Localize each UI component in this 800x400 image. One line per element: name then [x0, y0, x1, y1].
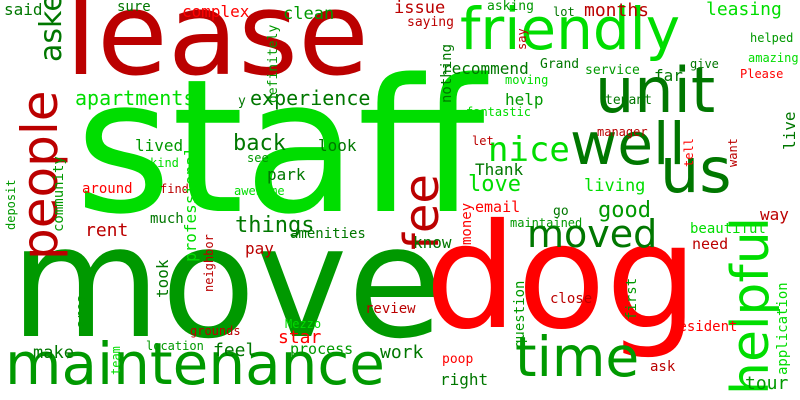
word-tour: tour — [745, 373, 789, 394]
word-fantastic: fantastic — [466, 105, 532, 119]
word-time: time — [515, 325, 640, 389]
word-email: email — [475, 198, 521, 216]
word-tenant: tenant — [605, 93, 652, 108]
word-team: team — [109, 346, 123, 375]
word-question: question — [512, 280, 528, 348]
word-poop: poop — [442, 352, 474, 367]
word-mezzo: Mezzo — [285, 317, 322, 331]
word-application: application — [775, 282, 791, 375]
word-amazing: amazing — [748, 51, 799, 65]
word-months: months — [584, 0, 650, 21]
word-asking: asking — [487, 0, 534, 14]
word-rent: rent — [85, 220, 129, 241]
word-find: find — [160, 182, 189, 196]
word-work: work — [380, 342, 424, 363]
word-dog: dog — [425, 193, 698, 362]
word-much: much — [150, 211, 184, 227]
word-process: process — [290, 340, 354, 358]
word-maintenance: maintenance — [5, 330, 385, 398]
word-back: back — [233, 131, 286, 156]
word-say: say — [515, 28, 529, 50]
word-us: us — [660, 134, 732, 207]
word-please: Please — [740, 67, 784, 81]
word-deposit: deposit — [4, 179, 18, 230]
word-resident: resident — [670, 319, 738, 335]
word-nothing: nothing — [439, 43, 455, 103]
word-area: area — [74, 294, 90, 328]
word-living: living — [584, 176, 646, 196]
word-help: help — [505, 90, 544, 109]
word-service: service — [585, 63, 640, 78]
word-asked: asked — [34, 0, 69, 62]
word-maintained: maintained — [510, 216, 583, 230]
word-want: want — [726, 138, 740, 167]
word-lease: lease — [65, 0, 369, 102]
word-nice: nice — [488, 130, 570, 170]
word-saying: saying — [407, 15, 454, 30]
word-park: park — [267, 165, 306, 184]
word-give: give — [690, 57, 719, 71]
word-move: move — [10, 192, 443, 373]
word-definitely: definitely — [266, 24, 281, 103]
word-ask: ask — [650, 359, 676, 375]
word-community: community — [51, 156, 67, 232]
word-grand: Grand — [540, 57, 580, 72]
word-amenities: amenities — [290, 226, 366, 242]
word-clean: clean — [283, 4, 335, 24]
word-pay: pay — [245, 239, 274, 258]
word-make: make — [33, 343, 74, 363]
word-took: took — [153, 259, 172, 298]
word-apartments: apartments — [75, 86, 196, 110]
word-let: let — [472, 134, 494, 148]
word-grounds: grounds — [190, 324, 241, 338]
word-friendly: friendly — [460, 0, 681, 63]
word-said: said — [4, 0, 43, 19]
word-star: star — [278, 327, 322, 348]
word-sure: sure — [117, 0, 151, 15]
word-kind: kind — [150, 156, 179, 170]
word-first: first — [624, 277, 640, 320]
word-helpful: helpful — [721, 216, 781, 395]
word-y: y — [238, 94, 246, 109]
word-look: look — [318, 136, 357, 155]
word-feel: feel — [213, 340, 257, 361]
word-neighbor: neighbor — [202, 234, 216, 292]
word-love: love — [468, 172, 521, 197]
word-go: go — [553, 204, 569, 219]
word-lived: lived — [135, 136, 184, 155]
word-location: location — [146, 339, 204, 353]
word-thank: Thank — [475, 160, 524, 179]
word-leasing: leasing — [706, 0, 782, 20]
word-manager: manager — [597, 125, 648, 139]
word-see: see — [247, 151, 269, 165]
word-around: around — [82, 181, 133, 197]
word-right: right — [440, 370, 489, 389]
word-need: need — [692, 235, 729, 253]
word-tell: tell — [682, 138, 696, 167]
word-far: far — [654, 66, 683, 85]
word-beautiful: beautiful — [690, 221, 766, 237]
word-live: live — [780, 111, 799, 150]
word-good: good — [598, 198, 651, 223]
word-complex: complex — [182, 2, 250, 21]
word-experience: experience — [250, 86, 371, 110]
word-professional: professional — [181, 146, 200, 262]
word-things: things — [235, 213, 315, 238]
word-review: review — [365, 301, 416, 317]
word-moved: moved — [527, 212, 658, 256]
word-unit: unit — [595, 54, 716, 127]
word-staff: staff — [75, 39, 485, 255]
word-moving: moving — [505, 73, 549, 87]
word-issue: issue — [394, 0, 446, 18]
word-recommend: recommend — [442, 59, 529, 78]
word-money: money — [459, 202, 475, 245]
word-lot: lot — [553, 5, 575, 19]
word-well: well — [570, 110, 686, 178]
word-awesome: awesome — [234, 184, 285, 198]
word-way: way — [760, 205, 789, 224]
word-helped: helped — [750, 31, 794, 45]
word-close: close — [550, 291, 593, 307]
word-know: know — [413, 233, 452, 252]
